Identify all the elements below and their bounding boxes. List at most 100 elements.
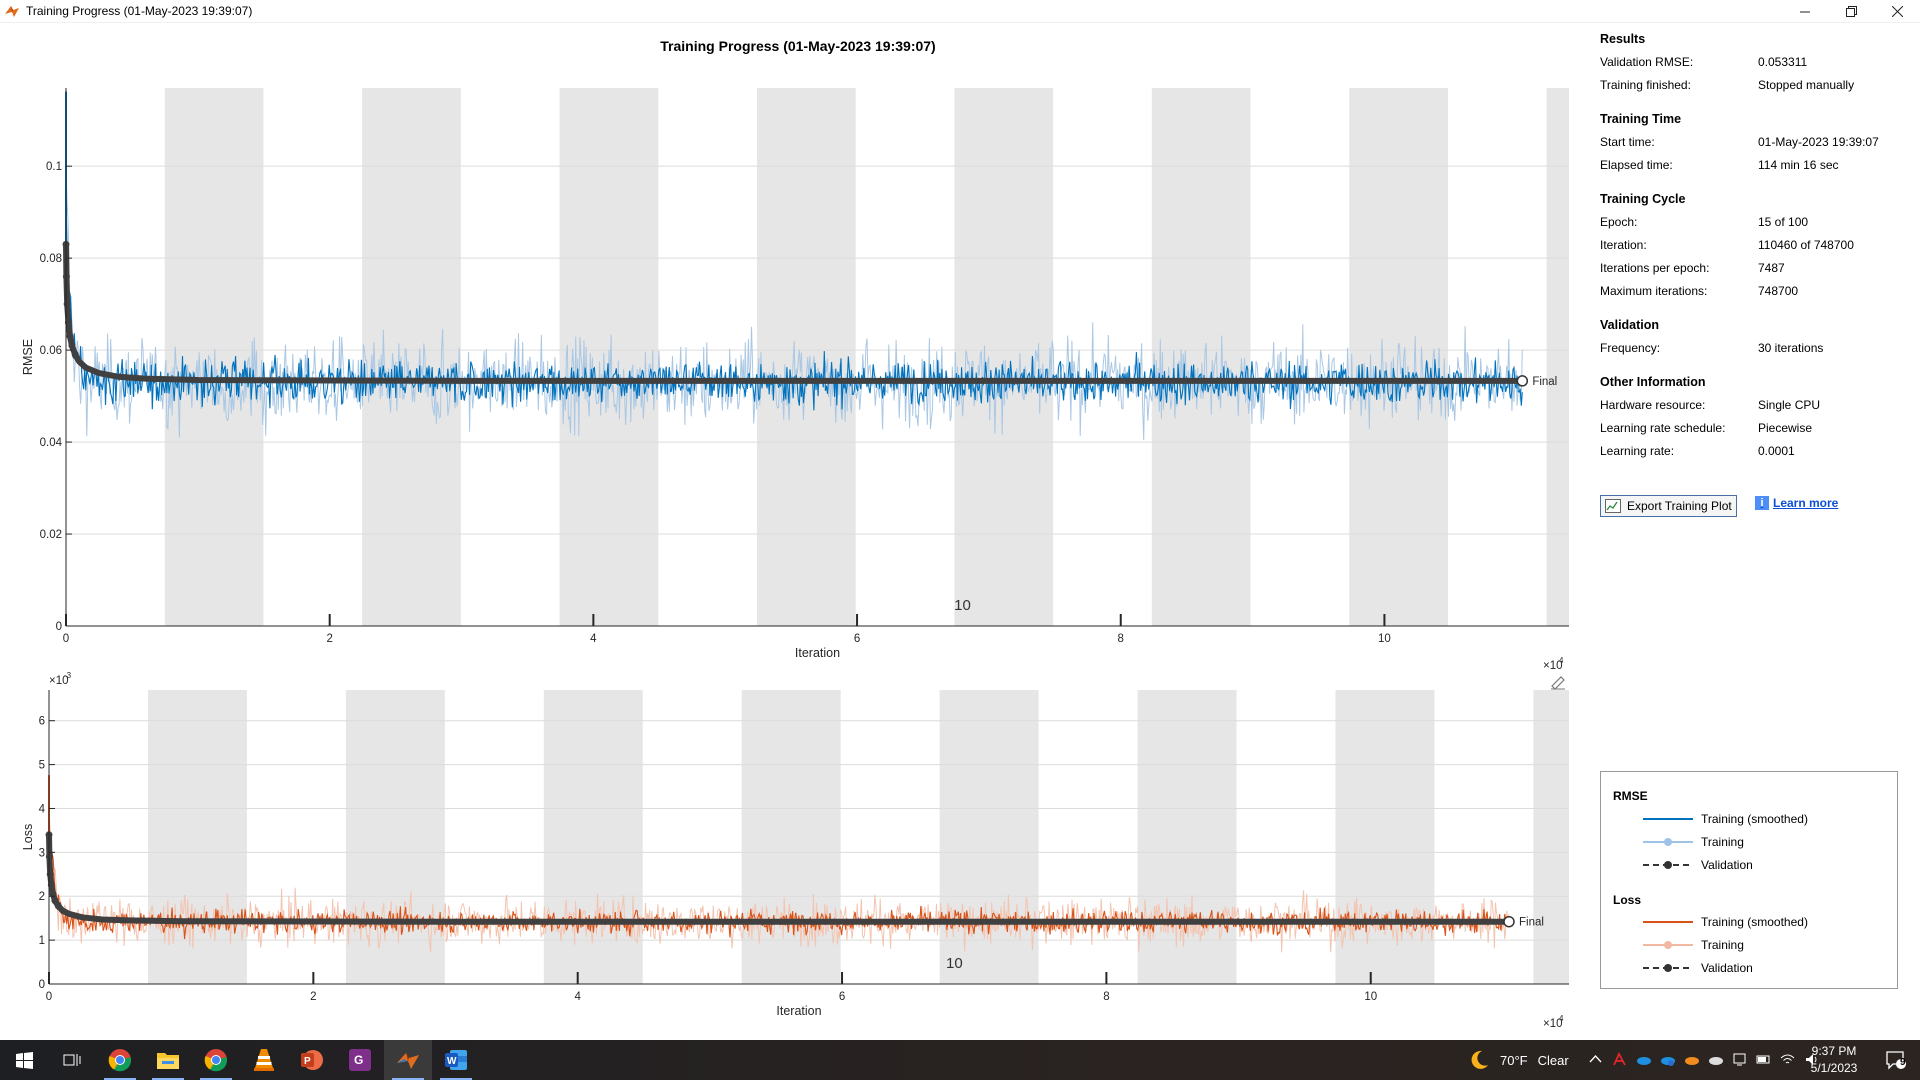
file-explorer-icon bbox=[157, 1053, 179, 1069]
onedrive-sync-icon[interactable] bbox=[1660, 1052, 1675, 1067]
other-information-section: Other Information Hardware resource: Sing… bbox=[1600, 375, 1910, 467]
wifi-icon[interactable] bbox=[1780, 1052, 1795, 1067]
final-marker bbox=[1516, 375, 1529, 387]
validation-point bbox=[66, 332, 74, 340]
close-button[interactable] bbox=[1874, 0, 1920, 23]
info-row: Validation RMSE: 0.053311 bbox=[1600, 55, 1808, 69]
x-tick-label: 10 bbox=[1364, 991, 1377, 1003]
volume-icon[interactable] bbox=[1804, 1052, 1819, 1067]
taskbar-app-pdf[interactable]: G bbox=[336, 1040, 384, 1080]
taskbar-app-chrome-2[interactable] bbox=[192, 1040, 240, 1080]
y-axis-label: Loss bbox=[21, 824, 35, 850]
info-row: Training finished: Stopped manually bbox=[1600, 78, 1855, 92]
taskbar: P G W 70°F Clear 9:37 P bbox=[0, 1040, 1920, 1080]
taskbar-app-file-explorer[interactable] bbox=[144, 1040, 192, 1080]
close-icon bbox=[1891, 6, 1903, 17]
notification-count: 9 bbox=[1900, 1057, 1906, 1068]
powerpoint-icon: P bbox=[301, 1050, 323, 1070]
legend-line-icon bbox=[1643, 818, 1693, 820]
device-icon[interactable] bbox=[1732, 1052, 1747, 1067]
validation-point bbox=[47, 881, 55, 889]
info-row: Iterations per epoch: 7487 bbox=[1600, 261, 1785, 275]
minimize-icon bbox=[1799, 11, 1810, 13]
validation-point bbox=[63, 300, 71, 308]
restore-icon bbox=[1845, 6, 1857, 17]
x-tick-label: 8 bbox=[1118, 633, 1124, 645]
info-icon: i bbox=[1755, 496, 1769, 510]
legend-rmse-validation: Validation bbox=[1643, 856, 1753, 874]
onedrive-personal-icon[interactable] bbox=[1684, 1052, 1699, 1067]
minimize-button[interactable] bbox=[1782, 0, 1828, 23]
windows-start-button[interactable] bbox=[0, 1040, 48, 1080]
legend-line-icon bbox=[1643, 861, 1693, 869]
x-tick-label: 0 bbox=[63, 633, 69, 645]
learn-more-link[interactable]: i Learn more bbox=[1755, 496, 1838, 510]
pdf-app-icon: G bbox=[349, 1049, 371, 1071]
x-exponent-power: 4 bbox=[1559, 656, 1564, 665]
x-axis-label: Iteration bbox=[776, 1004, 821, 1018]
weather-widget[interactable]: 70°F Clear bbox=[1468, 1040, 1569, 1080]
taskbar-clock[interactable]: 9:37 PM 5/1/2023 bbox=[1800, 1043, 1868, 1077]
y-tick-label: 0.06 bbox=[40, 345, 62, 357]
chevron-up-icon[interactable] bbox=[1588, 1052, 1603, 1067]
x-tick-label: 2 bbox=[326, 633, 332, 645]
notification-center-button[interactable]: 9 bbox=[1872, 1040, 1920, 1080]
legend-rmse-smoothed: Training (smoothed) bbox=[1643, 810, 1808, 828]
windows-start-icon bbox=[15, 1051, 33, 1069]
y-tick-label: 2 bbox=[39, 891, 45, 903]
epoch-label: 10 bbox=[946, 955, 963, 972]
taskbar-app-word[interactable]: W bbox=[432, 1040, 480, 1080]
system-tray bbox=[1588, 1051, 1819, 1067]
info-row: Learning rate: 0.0001 bbox=[1600, 444, 1795, 458]
epoch-band bbox=[1335, 690, 1435, 984]
y-exponent-label: ×10 bbox=[49, 675, 69, 687]
taskbar-app-chrome[interactable] bbox=[96, 1040, 144, 1080]
legend-line-icon bbox=[1643, 964, 1693, 972]
matlab-icon bbox=[397, 1053, 419, 1069]
epoch-band bbox=[741, 690, 841, 984]
task-view-button[interactable] bbox=[48, 1040, 96, 1080]
legend-loss-smoothed: Training (smoothed) bbox=[1643, 913, 1808, 931]
battery-icon[interactable] bbox=[1756, 1052, 1771, 1067]
edit-pencil-shape bbox=[1551, 676, 1565, 690]
export-training-plot-button[interactable]: Export Training Plot bbox=[1600, 495, 1737, 517]
info-row: Maximum iterations: 748700 bbox=[1600, 284, 1799, 298]
onedrive-icon[interactable] bbox=[1636, 1052, 1651, 1067]
training-cycle-heading: Training Cycle bbox=[1600, 192, 1686, 206]
y-tick-label: 0.04 bbox=[40, 437, 63, 449]
svg-text:P: P bbox=[304, 1056, 311, 1067]
epoch-band bbox=[1533, 690, 1569, 984]
epoch-band bbox=[939, 690, 1039, 984]
taskbar-app-vlc[interactable] bbox=[240, 1040, 288, 1080]
acrobat-tray-icon[interactable] bbox=[1612, 1051, 1627, 1067]
word-icon: W bbox=[445, 1050, 467, 1070]
results-section: Results Validation RMSE: 0.053311 Trainin… bbox=[1600, 32, 1910, 101]
info-panel: Results Validation RMSE: 0.053311 Trainin… bbox=[1600, 32, 1910, 478]
validation-point bbox=[64, 319, 72, 327]
final-marker bbox=[1503, 915, 1515, 928]
legend-rmse-training: Training bbox=[1643, 833, 1744, 851]
y-axis-label: RMSE bbox=[21, 339, 35, 375]
training-time-heading: Training Time bbox=[1600, 112, 1682, 126]
y-tick-label: 0 bbox=[39, 979, 45, 991]
info-row: Elapsed time: 114 min 16 sec bbox=[1600, 158, 1839, 172]
info-row: Hardware resource: Single CPU bbox=[1600, 398, 1821, 412]
cloud-icon[interactable] bbox=[1708, 1052, 1723, 1067]
legend-loss-training: Training bbox=[1643, 936, 1744, 954]
axes-edit-icon[interactable] bbox=[1551, 676, 1565, 690]
restore-button[interactable] bbox=[1828, 0, 1874, 23]
x-axis-label: Iteration bbox=[795, 646, 840, 660]
x-tick-label: 0 bbox=[46, 991, 52, 1003]
training-cycle-section: Training Cycle Epoch: 15 of 100 Iteration… bbox=[1600, 192, 1910, 307]
validation-point bbox=[54, 902, 62, 910]
svg-text:W: W bbox=[447, 1056, 457, 1067]
x-tick-label: 6 bbox=[854, 633, 860, 645]
info-row: Iteration: 110460 of 748700 bbox=[1600, 238, 1854, 252]
y-tick-label: 4 bbox=[39, 803, 46, 815]
plot-title: Training Progress (01-May-2023 19:39:07) bbox=[660, 38, 936, 54]
y-tick-label: 0.08 bbox=[40, 253, 62, 265]
taskbar-app-powerpoint[interactable]: P bbox=[288, 1040, 336, 1080]
taskbar-app-matlab[interactable] bbox=[384, 1040, 432, 1080]
weather-desc: Clear bbox=[1537, 1052, 1569, 1068]
